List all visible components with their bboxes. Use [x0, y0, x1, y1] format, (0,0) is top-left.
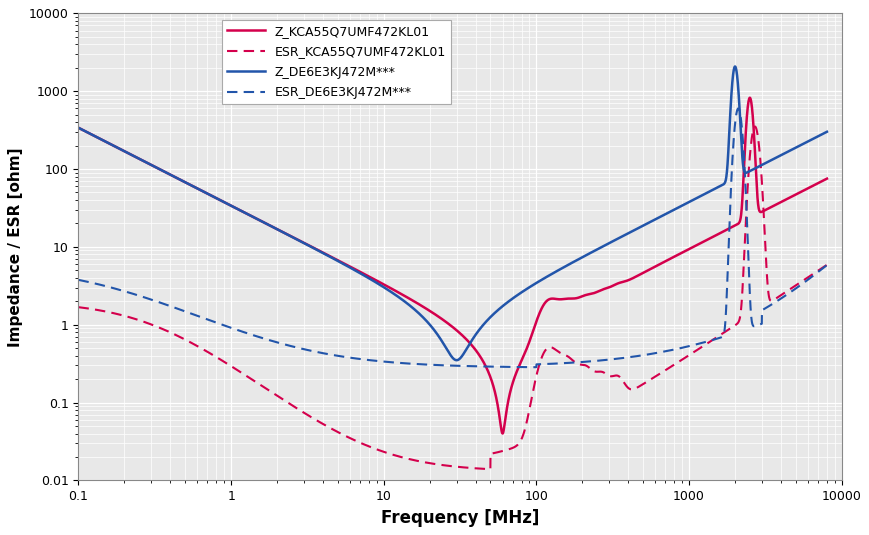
Z_KCA55Q7UMF472KL01 — [497, 430, 507, 437]
Y-axis label: Impedance / ESR [ohm]: Impedance / ESR [ohm] — [9, 147, 23, 347]
Z_KCA55Q7UMF472KL01 — [521, 343, 532, 350]
ESR_DE6E3KJ472M*** — [733, 105, 743, 112]
ESR_KCA55Q7UMF472KL01 — [209, 353, 219, 359]
Z_DE6E3KJ472M*** — [209, 194, 219, 200]
Legend: Z_KCA55Q7UMF472KL01, ESR_KCA55Q7UMF472KL01, Z_DE6E3KJ472M***, ESR_DE6E3KJ472M***: Z_KCA55Q7UMF472KL01, ESR_KCA55Q7UMF472KL… — [222, 20, 450, 104]
Z_KCA55Q7UMF472KL01 — [73, 125, 83, 131]
ESR_DE6E3KJ472M*** — [688, 342, 699, 348]
ESR_KCA55Q7UMF472KL01 — [359, 441, 369, 448]
Z_DE6E3KJ472M*** — [521, 285, 532, 292]
ESR_DE6E3KJ472M*** — [359, 356, 369, 363]
Line: Z_DE6E3KJ472M***: Z_DE6E3KJ472M*** — [78, 66, 826, 360]
ESR_DE6E3KJ472M*** — [560, 360, 570, 366]
ESR_KCA55Q7UMF472KL01 — [560, 352, 570, 358]
Line: ESR_KCA55Q7UMF472KL01: ESR_KCA55Q7UMF472KL01 — [78, 127, 826, 469]
ESR_DE6E3KJ472M*** — [521, 364, 532, 370]
X-axis label: Frequency [MHz]: Frequency [MHz] — [381, 509, 539, 526]
ESR_KCA55Q7UMF472KL01 — [821, 262, 832, 268]
ESR_DE6E3KJ472M*** — [530, 364, 541, 370]
Z_DE6E3KJ472M*** — [359, 272, 369, 279]
Z_DE6E3KJ472M*** — [73, 125, 83, 131]
Z_KCA55Q7UMF472KL01 — [359, 271, 369, 277]
ESR_DE6E3KJ472M*** — [821, 262, 832, 268]
Z_KCA55Q7UMF472KL01 — [744, 95, 754, 101]
Z_KCA55Q7UMF472KL01 — [821, 175, 832, 182]
ESR_DE6E3KJ472M*** — [73, 277, 83, 283]
Z_DE6E3KJ472M*** — [560, 263, 570, 270]
Z_KCA55Q7UMF472KL01 — [209, 194, 219, 200]
ESR_KCA55Q7UMF472KL01 — [631, 385, 641, 391]
Line: Z_KCA55Q7UMF472KL01: Z_KCA55Q7UMF472KL01 — [78, 98, 826, 433]
Z_DE6E3KJ472M*** — [729, 63, 740, 70]
ESR_DE6E3KJ472M*** — [631, 353, 641, 360]
Z_KCA55Q7UMF472KL01 — [631, 273, 641, 279]
Z_DE6E3KJ472M*** — [451, 357, 461, 363]
ESR_KCA55Q7UMF472KL01 — [73, 304, 83, 310]
ESR_KCA55Q7UMF472KL01 — [521, 415, 532, 422]
Z_DE6E3KJ472M*** — [688, 196, 699, 203]
ESR_KCA55Q7UMF472KL01 — [749, 124, 760, 130]
ESR_KCA55Q7UMF472KL01 — [688, 349, 699, 355]
Line: ESR_DE6E3KJ472M***: ESR_DE6E3KJ472M*** — [78, 109, 826, 367]
ESR_DE6E3KJ472M*** — [209, 319, 219, 325]
Z_KCA55Q7UMF472KL01 — [688, 243, 699, 250]
Z_DE6E3KJ472M*** — [821, 128, 832, 135]
Z_DE6E3KJ472M*** — [631, 226, 641, 232]
ESR_KCA55Q7UMF472KL01 — [485, 466, 495, 472]
Z_KCA55Q7UMF472KL01 — [560, 296, 570, 302]
